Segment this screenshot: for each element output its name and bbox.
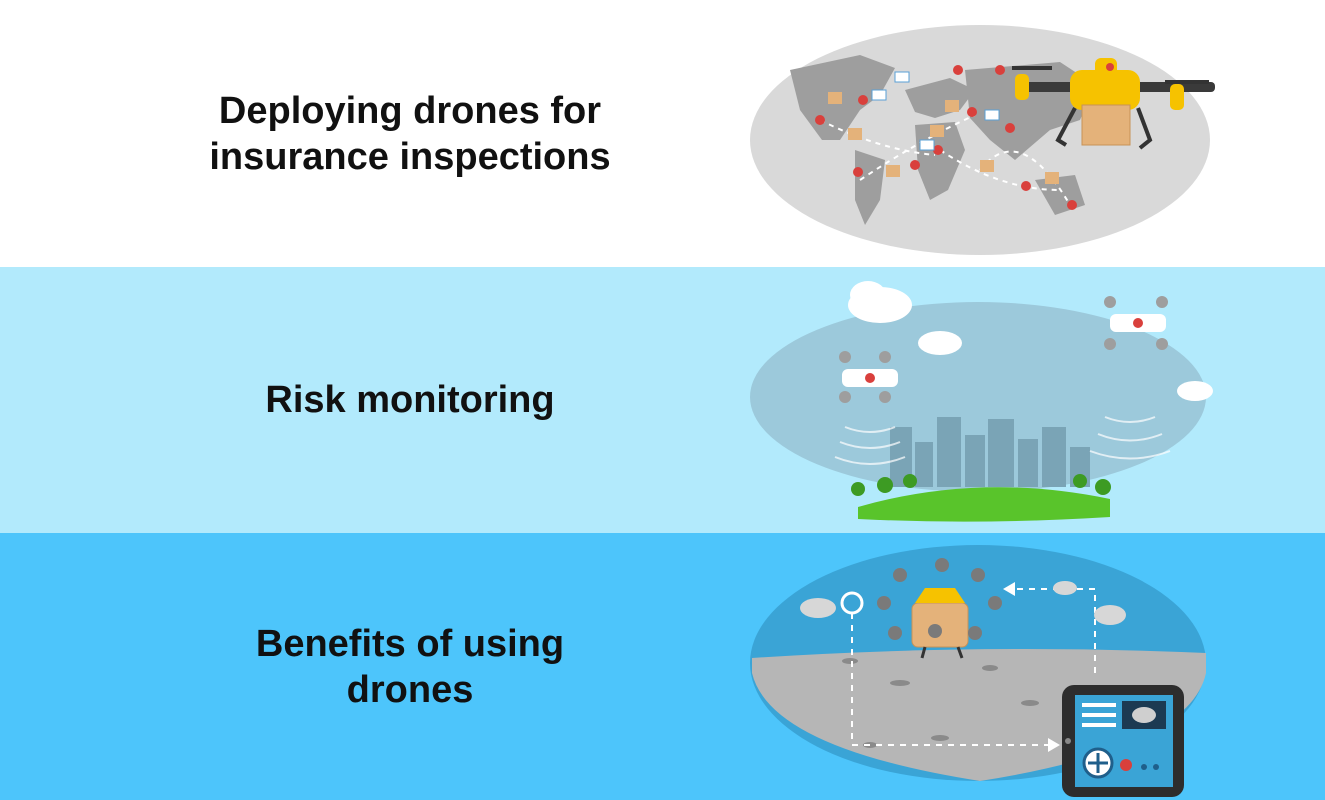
section-title-line: drones bbox=[346, 668, 474, 711]
world-map-delivery-drone-illustration bbox=[750, 25, 1215, 255]
hexacopter-drone-icon bbox=[877, 558, 1002, 659]
scan-waves bbox=[834, 416, 1171, 465]
surveillance-drone-icon bbox=[1104, 296, 1168, 350]
delivery-drone-icon bbox=[1012, 58, 1215, 150]
section-insurance-inspections: Deploying drones for insurance inspectio… bbox=[0, 0, 1325, 267]
section-title-line: Benefits of using bbox=[255, 622, 565, 665]
section-title-line: Deploying drones for bbox=[218, 89, 602, 132]
section-benefits-of-drones: Benefits of using drones bbox=[0, 533, 1325, 800]
parcel-icon bbox=[828, 92, 1059, 184]
cloud-icon bbox=[848, 281, 1213, 401]
route-path bbox=[851, 588, 1096, 746]
sky-oval bbox=[750, 302, 1206, 492]
arrow-right-icon bbox=[1048, 738, 1060, 752]
tree-icon bbox=[851, 474, 1111, 496]
map-oval bbox=[750, 25, 1210, 255]
city-surveillance-drones-illustration bbox=[750, 281, 1213, 522]
surveillance-drone-icon bbox=[839, 351, 898, 403]
envelope-icon bbox=[871, 71, 1000, 151]
start-marker bbox=[840, 591, 864, 615]
section-title-line: Risk monitoring bbox=[265, 379, 555, 421]
city-skyline-icon bbox=[890, 417, 1090, 487]
location-pin-icon bbox=[815, 65, 1077, 210]
tablet-controller-icon bbox=[1062, 685, 1184, 797]
arrow-left-icon bbox=[1003, 582, 1015, 596]
section-title: Deploying drones for insurance inspectio… bbox=[160, 88, 660, 180]
section-risk-monitoring: Risk monitoring bbox=[0, 267, 1325, 533]
section-title: Benefits of using drones bbox=[160, 621, 660, 713]
cloud-icon bbox=[800, 581, 1126, 625]
tablet-controlled-drone-illustration bbox=[750, 545, 1206, 797]
crater bbox=[842, 658, 1039, 748]
section-title: Risk monitoring bbox=[160, 377, 660, 423]
section-title-line: insurance inspections bbox=[209, 135, 611, 178]
grass-hill bbox=[858, 487, 1110, 522]
